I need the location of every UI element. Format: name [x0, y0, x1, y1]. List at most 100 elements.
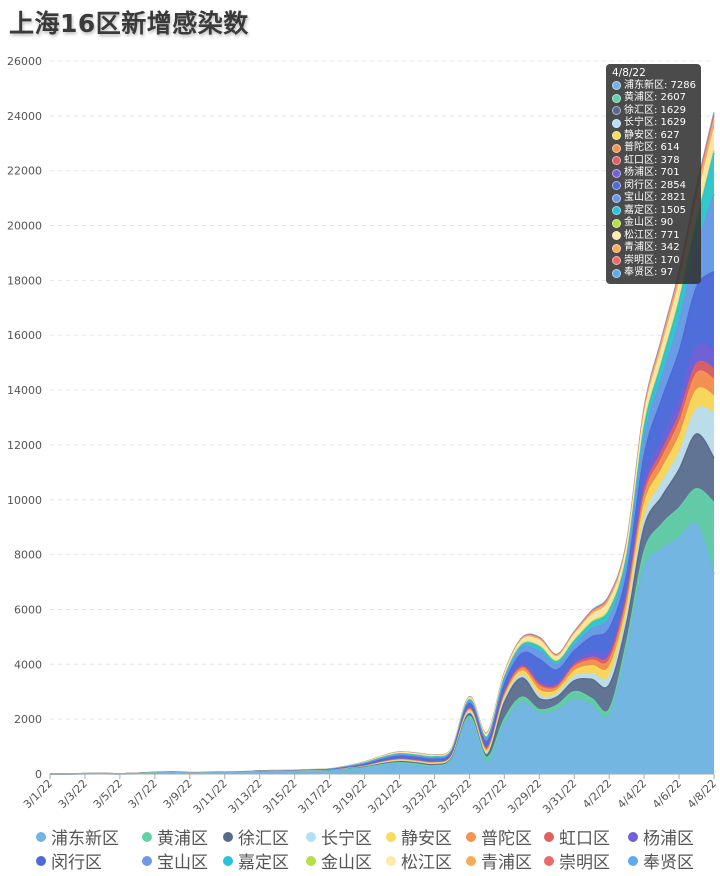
legend-label: 奉贤区	[643, 853, 694, 873]
tooltip: 4/8/22 浦东新区: 7286 黄浦区: 2607 徐汇区: 1629 长宁区: …	[606, 64, 701, 284]
y-tick-label: 10000	[7, 494, 42, 507]
x-tick-label: 3/25/22	[435, 777, 474, 816]
legend-item[interactable]: 奉贤区	[628, 848, 694, 873]
tooltip-row: 浦东新区: 7286	[612, 80, 701, 93]
x-axis: 3/1/22 3/3/22 3/5/22 3/7/22 3/9/223/11/223/1…	[21, 773, 719, 816]
tooltip-row: 金山区: 90	[612, 217, 701, 230]
legend-item[interactable]: 长宁区	[306, 824, 372, 849]
tooltip-dot-icon	[612, 168, 621, 178]
tooltip-dot-icon	[612, 256, 621, 266]
y-tick-label: 22000	[7, 165, 42, 178]
legend-label: 杨浦区	[643, 829, 694, 849]
tooltip-value: 闵行区: 2854	[624, 179, 686, 191]
legend-item[interactable]: 虹口区	[544, 824, 610, 849]
tooltip-value: 金山区: 90	[624, 217, 674, 228]
legend-item[interactable]: 普陀区	[466, 824, 532, 849]
legend-label: 宝山区	[157, 853, 208, 873]
legend-dot-icon	[466, 831, 476, 842]
tooltip-dot-icon	[612, 118, 621, 128]
legend-dot-icon	[306, 855, 316, 866]
legend-item[interactable]: 杨浦区	[628, 824, 694, 849]
legend-dot-icon	[223, 831, 233, 842]
x-tick-label: 4/4/22	[615, 777, 649, 811]
tooltip-row: 嘉定区: 1505	[612, 205, 701, 218]
legend-item[interactable]: 青浦区	[466, 848, 532, 873]
legend-label: 崇明区	[559, 853, 610, 873]
legend-item[interactable]: 崇明区	[544, 848, 610, 873]
x-tick-label: 4/2/22	[580, 777, 614, 811]
legend-item[interactable]: 松江区	[386, 848, 452, 873]
y-tick-label: 6000	[14, 603, 42, 616]
tooltip-row: 宝山区: 2821	[612, 192, 701, 205]
tooltip-title: 4/8/22	[612, 67, 646, 79]
area-series[interactable]	[49, 112, 715, 775]
y-tick-label: 14000	[7, 384, 42, 397]
legend-label: 金山区	[321, 853, 372, 873]
tooltip-value: 静安区: 627	[624, 129, 680, 141]
y-tick-label: 18000	[7, 274, 42, 287]
x-tick-label: 3/15/22	[261, 777, 300, 816]
chart-title: 上海16区新增感染数	[9, 9, 249, 38]
legend-item[interactable]: 宝山区	[142, 848, 208, 873]
legend-dot-icon	[306, 831, 316, 842]
tooltip-row: 崇明区: 170	[612, 255, 701, 268]
legend-dot-icon	[223, 855, 233, 866]
y-axis: 0 2000 4000 6000 8000 10000 12000 14000 16000 180…	[7, 55, 42, 781]
tooltip-value: 杨浦区: 701	[624, 167, 680, 178]
x-tick-label: 3/17/22	[296, 777, 335, 816]
legend-label: 普陀区	[481, 829, 532, 849]
tooltip-row: 普陀区: 614	[612, 142, 701, 155]
legend-label: 闵行区	[51, 853, 102, 873]
tooltip-row: 长宁区: 1629	[612, 117, 701, 130]
x-tick-label: 3/7/22	[126, 777, 160, 811]
tooltip-row: 闵行区: 2854	[612, 180, 701, 193]
tooltip-row: 奉贤区: 97	[612, 267, 701, 280]
legend-label: 虹口区	[559, 829, 610, 849]
legend-dot-icon	[544, 855, 554, 866]
tooltip-value: 青浦区: 342	[624, 242, 680, 253]
tooltip-dot-icon	[612, 206, 621, 216]
legend-label: 长宁区	[321, 829, 372, 849]
tooltip-dot-icon	[612, 81, 621, 91]
x-tick-label: 3/21/22	[365, 777, 404, 816]
legend-item[interactable]: 徐汇区	[223, 824, 289, 849]
legend-dot-icon	[628, 831, 638, 842]
y-tick-label: 0	[35, 768, 42, 781]
y-tick-label: 4000	[14, 658, 42, 671]
legend-item[interactable]: 黄浦区	[142, 824, 208, 849]
tooltip-dot-icon	[612, 143, 621, 153]
tooltip-value: 徐汇区: 1629	[624, 104, 686, 116]
legend-item[interactable]: 金山区	[306, 848, 372, 873]
tooltip-row: 青浦区: 342	[612, 242, 701, 255]
tooltip-value: 浦东新区: 7286	[624, 79, 696, 91]
tooltip-row: 徐汇区: 1629	[612, 105, 701, 118]
tooltip-dot-icon	[612, 93, 621, 103]
tooltip-dot-icon	[612, 131, 621, 141]
legend-item[interactable]: 静安区	[386, 824, 452, 849]
tooltip-value: 虹口区: 378	[624, 154, 680, 166]
legend-label: 青浦区	[481, 853, 532, 873]
y-tick-label: 20000	[7, 220, 42, 233]
y-tick-label: 16000	[7, 329, 42, 342]
x-tick-label: 3/11/22	[191, 777, 230, 816]
legend-item[interactable]: 嘉定区	[223, 848, 289, 873]
tooltip-dot-icon	[612, 268, 621, 278]
legend-label: 静安区	[401, 829, 452, 849]
stacked-area-chart[interactable]: 0 2000 4000 6000 8000 10000 12000 14000 16000 180…	[0, 0, 720, 822]
legend-label: 嘉定区	[238, 853, 289, 873]
legend-dot-icon	[544, 831, 554, 842]
tooltip-dot-icon	[612, 193, 621, 203]
tooltip-dot-icon	[612, 231, 621, 241]
legend-item[interactable]: 闵行区	[36, 848, 102, 873]
x-tick-label: 4/6/22	[650, 777, 684, 811]
tooltip-dot-icon	[612, 181, 621, 191]
legend-dot-icon	[466, 855, 476, 866]
y-tick-label: 8000	[14, 549, 42, 562]
legend-dot-icon	[142, 831, 152, 842]
x-tick-label: 3/5/22	[91, 777, 125, 811]
area-0[interactable]	[50, 523, 714, 774]
tooltip-value: 宝山区: 2821	[624, 192, 686, 203]
tooltip-row: 杨浦区: 701	[612, 167, 701, 180]
tooltip-dot-icon	[612, 106, 621, 116]
legend-item[interactable]: 浦东新区	[36, 824, 119, 849]
